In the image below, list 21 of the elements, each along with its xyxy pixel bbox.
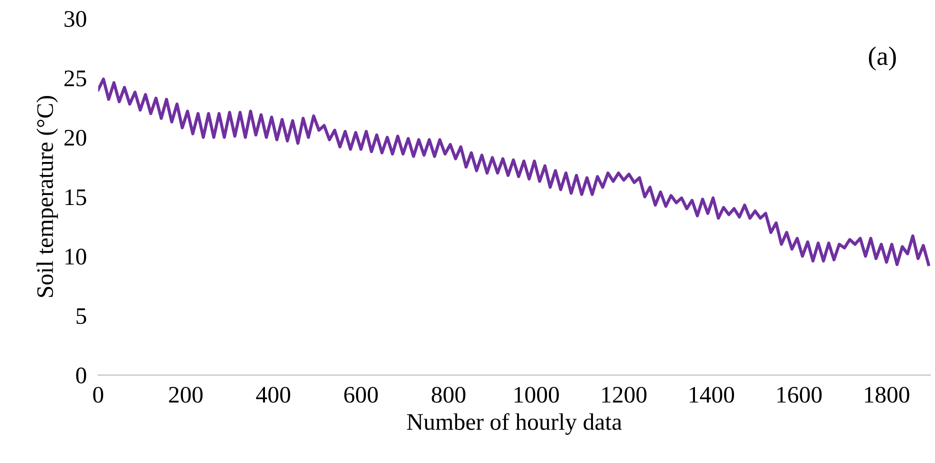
annotation: (a) [868,46,896,70]
y-tick-label: 30 [64,11,86,27]
y-axis-title: Soil temperature (°C) [36,96,58,297]
line-series [98,78,930,266]
x-axis-title: Number of hourly data [407,413,622,435]
x-tick-label: 1800 [864,386,910,403]
x-tick-label: 200 [169,386,203,403]
x-tick-label: 1200 [602,386,646,403]
y-tick-label: 20 [64,130,86,146]
x-tick-label: 1400 [690,386,734,403]
x-tick-label: 1000 [514,386,559,403]
y-tick-label: 25 [64,70,86,86]
y-tick-label: 15 [66,189,86,206]
x-tick-label: 600 [344,386,378,403]
x-tick-label: 800 [432,386,466,403]
x-tick-label: 0 [93,386,104,403]
x-tick-label: 400 [256,386,290,403]
y-tick-label: 10 [66,248,86,265]
x-tick-label: 1600 [777,386,822,403]
y-tick-label: 5 [76,308,86,324]
y-tick-label: 0 [76,368,86,384]
